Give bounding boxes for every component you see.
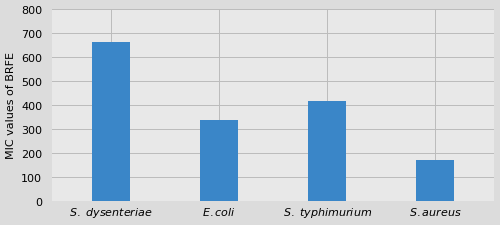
- Bar: [92, 43, 130, 201]
- Bar: [308, 101, 346, 201]
- Bar: [416, 160, 454, 201]
- Bar: [200, 121, 238, 201]
- Y-axis label: MIC values of BRFE: MIC values of BRFE: [6, 52, 16, 158]
